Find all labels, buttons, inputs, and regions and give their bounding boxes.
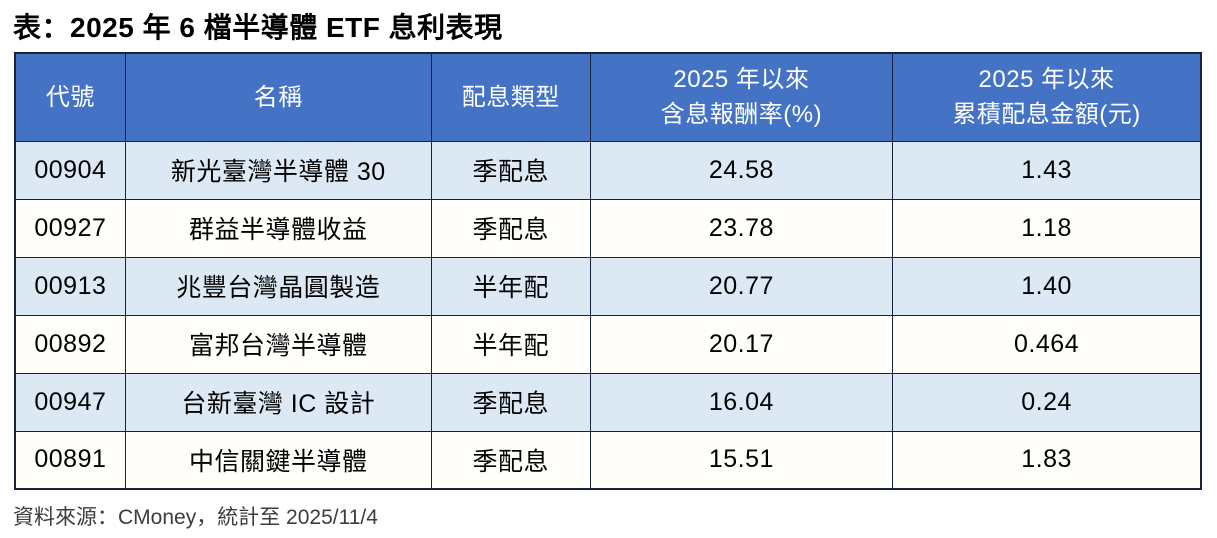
column-header-line: 代號 — [45, 83, 95, 111]
cell-name: 台新臺灣 IC 設計 — [124, 372, 432, 432]
cell-dividend-type: 季配息 — [430, 372, 591, 432]
cell-name: 兆豐台灣晶圓製造 — [124, 256, 432, 316]
table-header-row: 代號 名稱 配息類型 2025 年以來 含息報酬率(%) 2025 年以來 累積配息金額(元… — [14, 52, 1202, 142]
cell-name: 新光臺灣半導體 30 — [124, 140, 432, 200]
cell-dividend-type: 季配息 — [430, 198, 591, 258]
table-row: 00891 中信關鍵半導體 季配息 15.51 1.83 — [14, 430, 1202, 490]
table-row: 00947 台新臺灣 IC 設計 季配息 16.04 0.24 — [14, 372, 1202, 432]
cell-dividend-type: 季配息 — [430, 430, 591, 490]
cell-dividend-type: 半年配 — [430, 314, 591, 374]
cell-code: 00927 — [14, 198, 126, 258]
cell-ytd-dividend: 0.24 — [892, 372, 1202, 432]
table-body: 00904 新光臺灣半導體 30 季配息 24.58 1.43 00927 群益半導體收益季… — [14, 140, 1202, 490]
column-header-dividend-type: 配息類型 — [430, 52, 591, 142]
cell-code: 00891 — [14, 430, 126, 490]
cell-ytd-dividend: 1.83 — [892, 430, 1202, 490]
column-header-line: 配息類型 — [461, 83, 560, 111]
cell-code: 00947 — [14, 372, 126, 432]
cell-code: 00913 — [14, 256, 126, 316]
cell-dividend-type: 季配息 — [430, 140, 591, 200]
column-header-code: 代號 — [14, 52, 126, 142]
column-header-line: 2025 年以來 — [673, 66, 810, 94]
column-header-name: 名稱 — [124, 52, 432, 142]
column-header-ytd-return: 2025 年以來 含息報酬率(%) — [589, 52, 894, 142]
column-header-line: 含息報酬率(%) — [660, 101, 823, 129]
table-row: 00904 新光臺灣半導體 30 季配息 24.58 1.43 — [14, 140, 1202, 200]
cell-ytd-return: 24.58 — [589, 140, 894, 200]
table-row: 00892 富邦台灣半導體 半年配 20.17 0.464 — [14, 314, 1202, 374]
cell-name: 中信關鍵半導體 — [124, 430, 432, 490]
cell-ytd-dividend: 0.464 — [892, 314, 1202, 374]
cell-ytd-return: 23.78 — [589, 198, 894, 258]
column-header-ytd-dividend: 2025 年以來 累積配息金額(元) — [892, 52, 1202, 142]
cell-ytd-return: 20.17 — [589, 314, 894, 374]
table-row: 00927 群益半導體收益 季配息 23.78 1.18 — [14, 198, 1202, 258]
column-header-line: 累積配息金額(元) — [952, 101, 1141, 129]
cell-dividend-type: 半年配 — [430, 256, 591, 316]
cell-name: 富邦台灣半導體 — [124, 314, 432, 374]
cell-ytd-dividend: 1.18 — [892, 198, 1202, 258]
cell-ytd-return: 15.51 — [589, 430, 894, 490]
cell-ytd-dividend: 1.40 — [892, 256, 1202, 316]
table-row: 00913 兆豐台灣晶圓製造 半年配 20.77 1.40 — [14, 256, 1202, 316]
cell-ytd-return: 16.04 — [589, 372, 894, 432]
header-row: 代號 名稱 配息類型 2025 年以來 含息報酬率(%) 2025 年以來 累積配息金額(元… — [14, 52, 1202, 142]
column-header-line: 名稱 — [253, 83, 303, 111]
cell-code: 00904 — [14, 140, 126, 200]
etf-performance-table: 代號 名稱 配息類型 2025 年以來 含息報酬率(%) 2025 年以來 累積配息金額(元… — [14, 52, 1202, 490]
cell-code: 00892 — [14, 314, 126, 374]
cell-name: 群益半導體收益 — [124, 198, 432, 258]
cell-ytd-return: 20.77 — [589, 256, 894, 316]
source-note: 資料來源：CMoney，統計至 2025/11/4 — [13, 506, 378, 529]
page-title: 表：2025 年 6 檔半導體 ETF 息利表現 — [13, 12, 503, 43]
cell-ytd-dividend: 1.43 — [892, 140, 1202, 200]
column-header-line: 2025 年以來 — [978, 66, 1115, 94]
